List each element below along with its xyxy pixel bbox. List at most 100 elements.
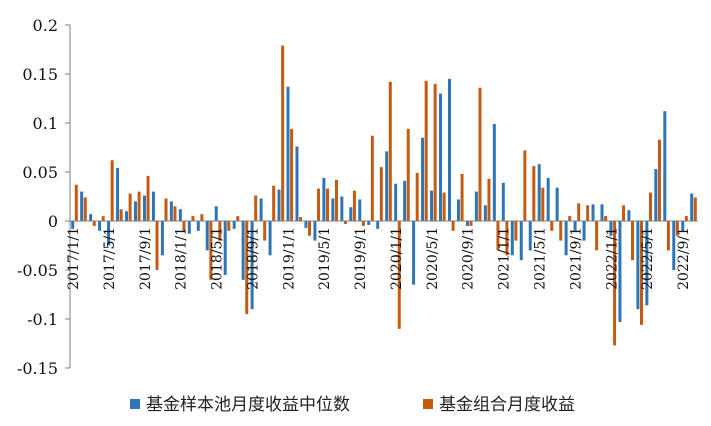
bar-portfolio bbox=[209, 221, 213, 280]
bar-median bbox=[627, 210, 631, 221]
x-tick-label: 2018/5/1 bbox=[210, 227, 226, 290]
bar-portfolio bbox=[666, 221, 670, 251]
bar-median bbox=[178, 209, 182, 221]
bar-portfolio bbox=[182, 221, 186, 231]
x-tick-label: 2020/1/1 bbox=[389, 227, 405, 290]
bar-portfolio bbox=[146, 175, 150, 221]
x-tick-label: 2017/9/1 bbox=[138, 227, 154, 290]
bar-portfolio bbox=[532, 166, 536, 221]
y-axis: 0.2 0.15 0.1 0.05 0 -0.05 -0.1 -0.15 bbox=[17, 16, 71, 378]
legend-swatch-median bbox=[130, 399, 140, 409]
bar-portfolio bbox=[83, 197, 87, 221]
bar-portfolio bbox=[613, 221, 617, 346]
x-tick-label: 2019/1/1 bbox=[281, 227, 297, 290]
bar-portfolio bbox=[451, 221, 455, 231]
bar-portfolio bbox=[137, 191, 141, 221]
y-tick-label: -0.1 bbox=[27, 310, 58, 329]
bar-portfolio bbox=[74, 184, 78, 221]
bar-median bbox=[591, 204, 595, 221]
bar-portfolio bbox=[541, 187, 545, 221]
bar-portfolio bbox=[110, 160, 114, 221]
bar-median bbox=[483, 205, 487, 221]
bar-median bbox=[241, 221, 245, 280]
x-tick-label: 2021/5/1 bbox=[533, 227, 549, 290]
bar-portfolio bbox=[299, 217, 303, 221]
legend-label-portfolio: 基金组合月度收益 bbox=[439, 395, 575, 415]
bar-median bbox=[546, 177, 550, 221]
bar-portfolio bbox=[442, 192, 446, 221]
bar-portfolio bbox=[595, 221, 599, 251]
bar-portfolio bbox=[604, 216, 608, 221]
bar-median bbox=[636, 221, 640, 310]
bar-median bbox=[340, 196, 344, 221]
x-tick-label: 2022/9/1 bbox=[676, 227, 692, 290]
bar-portfolio bbox=[406, 128, 410, 221]
bar-median bbox=[205, 221, 209, 251]
bar-median bbox=[555, 187, 559, 221]
x-tick-label: 2020/9/1 bbox=[461, 227, 477, 290]
bar-median bbox=[125, 211, 129, 221]
bar-portfolio bbox=[155, 221, 159, 270]
bar-median bbox=[107, 221, 111, 246]
bar-portfolio bbox=[577, 203, 581, 221]
bar-median bbox=[439, 93, 443, 221]
bar-portfolio bbox=[639, 221, 643, 325]
bar-median bbox=[349, 207, 353, 221]
bar-median bbox=[322, 177, 326, 221]
bar-portfolio bbox=[514, 221, 518, 241]
bar-median bbox=[609, 221, 613, 236]
x-tick-label: 2018/9/1 bbox=[245, 227, 261, 290]
bar-median bbox=[447, 78, 451, 222]
bar-portfolio bbox=[415, 172, 419, 221]
bar-median bbox=[331, 198, 335, 221]
bar-portfolio bbox=[92, 221, 96, 226]
y-tick-label: 0.1 bbox=[33, 114, 58, 133]
bar-median bbox=[465, 221, 469, 226]
bar-median bbox=[654, 169, 658, 221]
bar-portfolio bbox=[263, 221, 267, 241]
bar-median bbox=[151, 191, 155, 221]
bar-portfolio bbox=[290, 128, 294, 221]
bar-median bbox=[286, 86, 290, 222]
bar-portfolio bbox=[254, 195, 258, 221]
bar-median bbox=[430, 190, 434, 221]
bar-portfolio bbox=[218, 221, 222, 241]
bar-median bbox=[528, 221, 532, 251]
bar-portfolio bbox=[657, 139, 661, 221]
x-tick-label: 2022/5/1 bbox=[640, 227, 656, 290]
legend: 基金样本池月度收益中位数 基金组合月度收益 bbox=[130, 395, 575, 415]
bar-median bbox=[142, 195, 146, 221]
bar-median bbox=[187, 221, 191, 234]
bar-portfolio bbox=[675, 221, 679, 236]
bar-portfolio bbox=[370, 135, 374, 221]
bar-portfolio bbox=[281, 45, 285, 221]
bar-median bbox=[214, 206, 218, 221]
bar-median bbox=[313, 221, 317, 241]
bar-median bbox=[681, 221, 685, 231]
bar-median bbox=[474, 191, 478, 221]
bar-median bbox=[98, 221, 102, 231]
bar-portfolio bbox=[128, 193, 132, 221]
x-tick-label: 2018/1/1 bbox=[174, 227, 190, 290]
bar-portfolio bbox=[648, 192, 652, 221]
bar-portfolio bbox=[343, 221, 347, 224]
bar-portfolio bbox=[379, 167, 383, 221]
bars bbox=[71, 45, 697, 346]
bar-median bbox=[663, 111, 667, 221]
bar-median bbox=[582, 221, 586, 241]
bar-portfolio bbox=[119, 209, 123, 221]
bar-portfolio bbox=[424, 80, 428, 221]
bar-median bbox=[573, 221, 577, 231]
bar-median bbox=[367, 221, 371, 225]
bar-portfolio bbox=[191, 216, 195, 221]
bar-median bbox=[80, 191, 84, 221]
bar-portfolio bbox=[164, 198, 168, 221]
bar-median bbox=[510, 221, 514, 256]
bar-median bbox=[519, 221, 523, 261]
bar-portfolio bbox=[622, 205, 626, 221]
bar-median bbox=[456, 199, 460, 221]
bar-portfolio bbox=[523, 150, 527, 221]
bar-median bbox=[196, 221, 200, 231]
bar-median bbox=[169, 201, 173, 221]
